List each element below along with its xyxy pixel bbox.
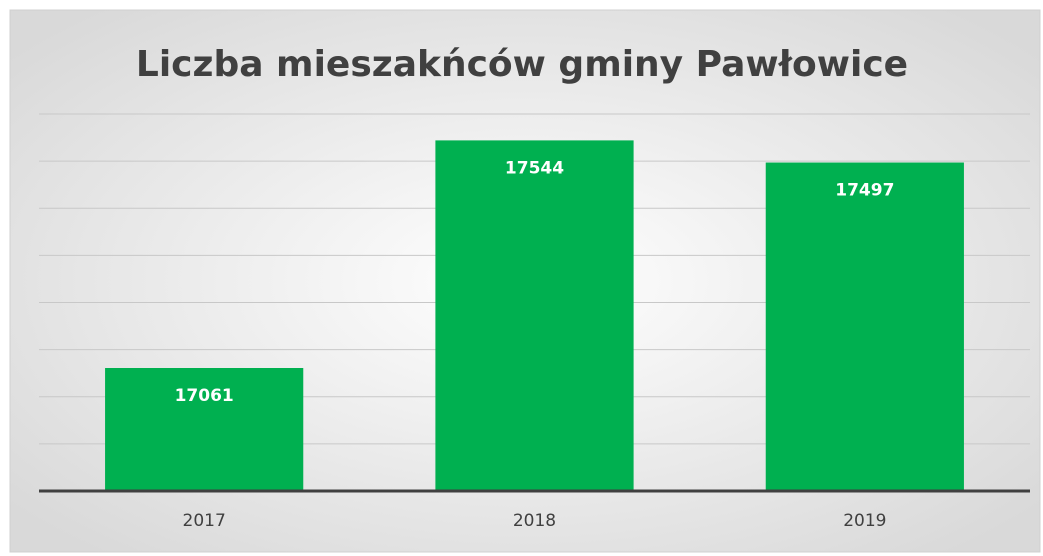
x-tick-label: 2017: [183, 511, 226, 531]
bar: [765, 162, 964, 491]
bar: [105, 368, 304, 491]
x-tick-label: 2018: [513, 511, 556, 531]
bar: [435, 140, 634, 491]
data-label: 17544: [505, 158, 564, 178]
x-tick-label: 2019: [843, 511, 886, 531]
data-label: 17497: [835, 181, 894, 201]
chart-title: Liczba mieszakńców gminy Pawłowice: [136, 44, 908, 85]
data-label: 17061: [175, 386, 234, 406]
